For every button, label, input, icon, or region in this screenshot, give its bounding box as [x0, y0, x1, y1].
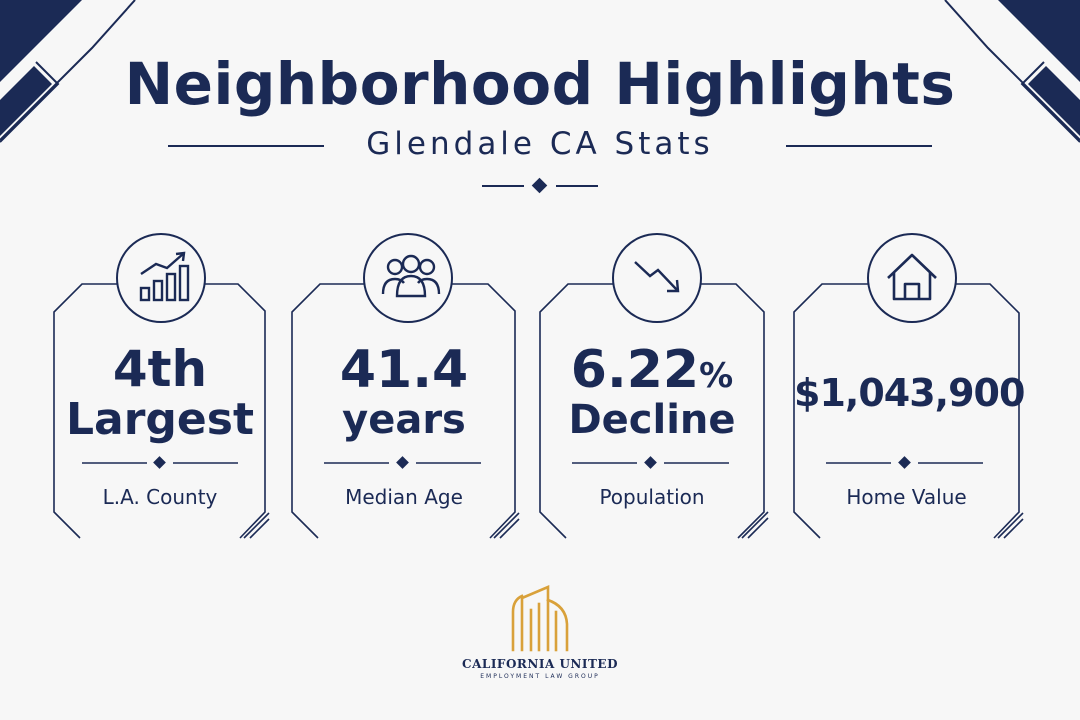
header-divider [482, 177, 598, 194]
corner-ornament-top-right [944, 0, 1080, 143]
stat-card-2: 41.4 years [292, 344, 516, 440]
stat-label: Population [599, 485, 705, 509]
stat-card-frame-4 [793, 233, 1024, 539]
stat-card-frame-2 [291, 233, 520, 539]
stat-card-4: $1,043,900 [794, 371, 1025, 415]
stat-value: $1,043,900 [794, 371, 1025, 415]
stat-value: 41.4 [339, 340, 469, 400]
stat-card-frame-3 [539, 233, 769, 539]
page-title: Neighborhood Highlights [124, 50, 956, 118]
stat-value-line2: Largest [66, 394, 254, 445]
people-group-icon [381, 254, 441, 298]
stat-value-line2: years [342, 397, 466, 443]
building-logo-icon [511, 585, 569, 652]
stat-label: Home Value [846, 485, 967, 509]
logo-tagline: EMPLOYMENT LAW GROUP [480, 673, 600, 680]
stat-label: L.A. County [102, 485, 218, 509]
growth-chart-icon [139, 251, 190, 302]
stat-value: 6.22 [570, 340, 700, 400]
logo-name: CALIFORNIA UNITED [462, 657, 618, 671]
page-subtitle: Glendale CA Stats [366, 126, 714, 162]
stat-label: Median Age [345, 485, 463, 509]
stat-value-line2: Decline [568, 397, 736, 443]
stat-value: 4th [112, 340, 208, 398]
stat-card-1: 4th Largest [54, 344, 266, 442]
trend-down-icon [634, 261, 680, 293]
house-icon [887, 253, 937, 301]
corner-ornament-top-left [0, 0, 136, 143]
stat-value-suffix: % [699, 356, 734, 396]
stat-card-3: 6.22% Decline [540, 344, 764, 440]
